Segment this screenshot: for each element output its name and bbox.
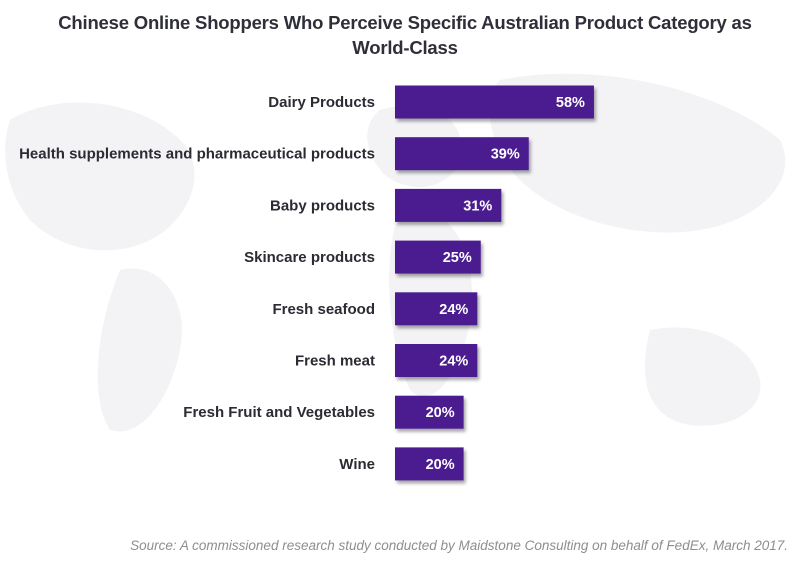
category-label-3: Skincare products bbox=[244, 249, 375, 266]
bar-1 bbox=[395, 137, 529, 171]
source-note: Source: A commissioned research study co… bbox=[130, 538, 788, 553]
chart-title: Chinese Online Shoppers Who Perceive Spe… bbox=[58, 12, 752, 58]
bar-2 bbox=[395, 188, 502, 222]
value-label-6: 20% bbox=[426, 405, 455, 421]
value-label-4: 24% bbox=[439, 302, 468, 318]
value-label-2: 31% bbox=[463, 198, 492, 214]
bar-7 bbox=[395, 447, 464, 481]
category-label-6: Fresh Fruit and Vegetables bbox=[183, 404, 375, 421]
value-label-5: 24% bbox=[439, 354, 468, 370]
value-label-3: 25% bbox=[443, 250, 472, 266]
bar-5 bbox=[395, 344, 478, 377]
bar-0 bbox=[395, 85, 594, 119]
bar-4 bbox=[395, 292, 478, 326]
category-label-2: Baby products bbox=[270, 197, 375, 214]
value-label-1: 39% bbox=[491, 147, 520, 163]
category-label-5: Fresh meat bbox=[295, 353, 375, 370]
category-label-7: Wine bbox=[339, 456, 375, 473]
bar-6 bbox=[395, 395, 464, 429]
bar-3 bbox=[395, 240, 481, 274]
category-label-4: Fresh seafood bbox=[272, 301, 375, 318]
category-label-0: Dairy Products bbox=[268, 94, 375, 111]
value-label-0: 58% bbox=[556, 95, 585, 111]
value-label-7: 20% bbox=[426, 457, 455, 473]
category-label-1: Health supplements and pharmaceutical pr… bbox=[19, 146, 375, 163]
